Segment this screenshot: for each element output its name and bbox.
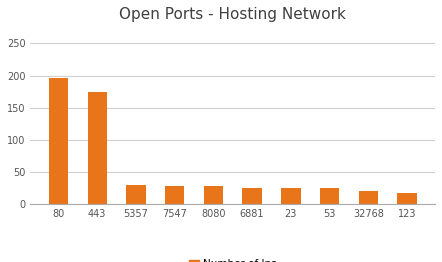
Bar: [281, 188, 301, 204]
Bar: [358, 192, 378, 204]
Bar: [49, 78, 68, 204]
Bar: [165, 186, 184, 204]
Bar: [126, 185, 145, 204]
Bar: [242, 188, 262, 204]
Title: Open Ports - Hosting Network: Open Ports - Hosting Network: [119, 7, 346, 22]
Bar: [320, 188, 339, 204]
Bar: [397, 193, 417, 204]
Bar: [204, 186, 223, 204]
Bar: [88, 92, 107, 204]
Legend: Number of Ips: Number of Ips: [184, 255, 281, 262]
